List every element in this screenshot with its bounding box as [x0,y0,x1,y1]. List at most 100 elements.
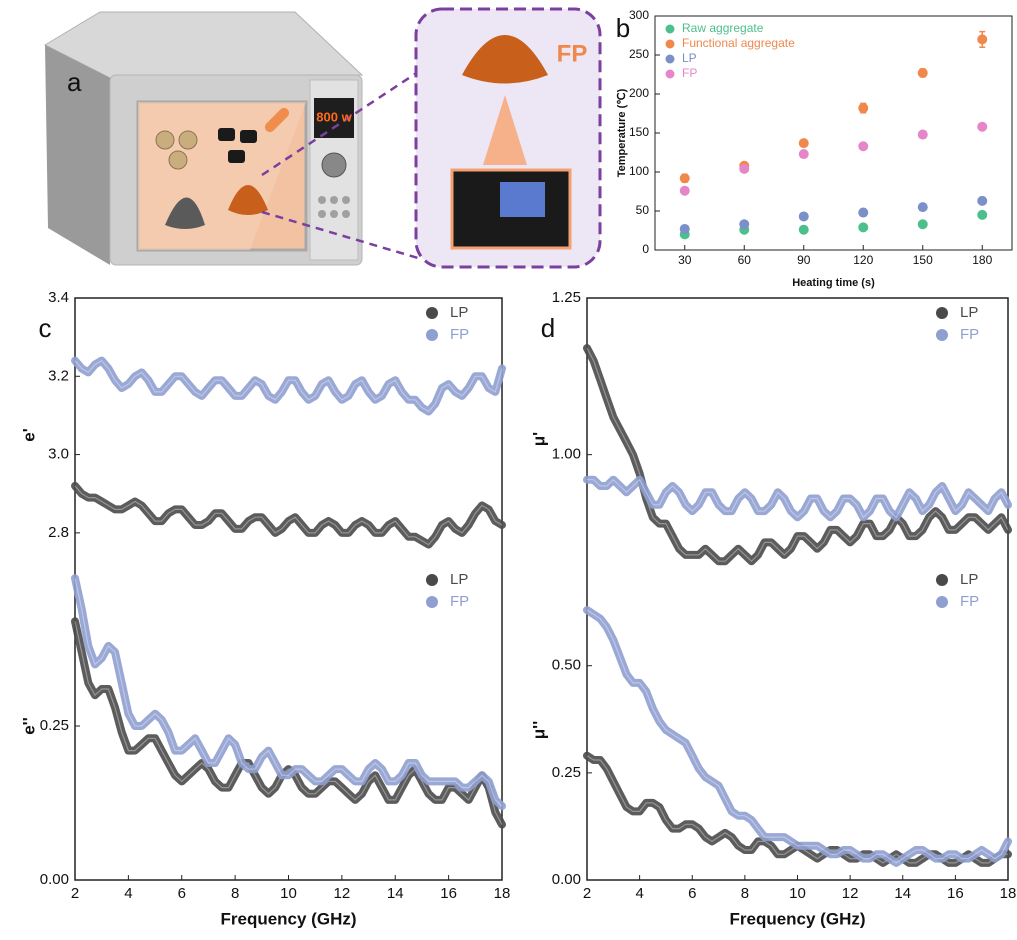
data-point [977,122,987,132]
data-point [858,103,868,113]
x-tick-label: 18 [494,885,511,902]
legend-marker [426,574,438,586]
legend-label: Functional aggregate [682,36,795,50]
legend-label: LP [960,304,978,321]
data-point [977,34,987,44]
x-tick-label: 180 [972,253,992,267]
x-tick-label: 8 [741,885,749,902]
y-tick-label: 0.00 [552,871,581,888]
data-point [977,210,987,220]
legend-marker [666,55,675,64]
legend-label: LP [450,304,468,321]
y-tick-label: 200 [629,86,649,100]
y-tick-label: 3.2 [48,367,69,384]
legend-label: FP [450,326,469,343]
camera-screen [500,182,545,217]
y-tick-label: 3.0 [48,446,69,463]
figure: a 800 w FP b0501001502002503003060901201… [0,0,1017,940]
y-axis-label: μ' [529,432,548,446]
x-tick-label: 18 [1000,885,1017,902]
y-axis-label: e' [19,428,38,442]
legend-marker [936,574,948,586]
x-axis-label: Frequency (GHz) [220,909,356,928]
y-tick-label: 250 [629,47,649,61]
x-tick-label: 30 [678,253,692,267]
data-point [858,208,868,218]
data-line [587,610,1008,863]
x-tick-label: 90 [797,253,811,267]
data-point [799,225,809,235]
y-tick-label: 0.00 [40,871,69,888]
legend-label: Raw aggregate [682,21,764,35]
plot-frame [587,298,1008,880]
product-label: FP [557,40,588,67]
y-axis-label: μ'' [529,721,548,740]
plot-frame [655,16,1012,250]
x-tick-label: 6 [178,885,186,902]
x-tick-label: 16 [440,885,457,902]
data-line-core [587,610,1008,863]
knob [322,153,346,177]
y-tick-label: 0.25 [552,764,581,781]
data-line [75,361,502,412]
data-line [75,578,502,806]
y-tick-label: 0.50 [552,657,581,674]
data-point [680,173,690,183]
legend-marker [936,307,948,319]
y-tick-label: 0.25 [40,717,69,734]
x-tick-label: 10 [789,885,806,902]
x-tick-label: 120 [853,253,873,267]
legend-label: FP [450,593,469,610]
data-line [587,348,1008,561]
panel-label: a [67,67,82,97]
data-point [918,219,928,229]
legend-marker [426,596,438,608]
x-tick-label: 12 [334,885,351,902]
data-point [918,68,928,78]
legend-marker [666,40,675,49]
data-point [799,138,809,148]
x-tick-label: 4 [635,885,643,902]
legend-marker [426,329,438,341]
x-tick-label: 4 [124,885,132,902]
y-tick-label: 3.4 [48,289,69,306]
microwave-illustration: a 800 w FP [45,9,600,267]
data-point [680,224,690,234]
x-axis-label: Heating time (s) [792,277,875,289]
x-tick-label: 150 [913,253,933,267]
y-tick-label: 1.00 [552,446,581,463]
legend-label: FP [960,326,979,343]
x-tick-label: 6 [688,885,696,902]
x-axis-label: Frequency (GHz) [729,909,865,928]
data-point [977,196,987,206]
x-tick-label: 14 [387,885,404,902]
y-tick-label: 50 [636,203,650,217]
x-tick-label: 60 [738,253,752,267]
data-point [680,186,690,196]
legend-marker [666,70,675,79]
oven-top [45,12,362,78]
data-point [799,211,809,221]
data-point [918,202,928,212]
x-tick-label: 2 [71,885,79,902]
data-line [75,486,502,545]
y-tick-label: 100 [629,164,649,178]
data-point [799,149,809,159]
legend-marker [936,596,948,608]
panel-label: c [39,313,52,343]
x-tick-label: 16 [947,885,964,902]
legend-marker [936,329,948,341]
data-point [858,141,868,151]
y-tick-label: 150 [629,125,649,139]
x-tick-label: 12 [842,885,859,902]
legend-label: FP [682,66,697,80]
legend-label: LP [682,51,697,65]
x-tick-label: 8 [231,885,239,902]
x-tick-label: 10 [280,885,297,902]
y-axis-label: e'' [19,717,38,735]
y-tick-label: 2.8 [48,524,69,541]
legend-marker [666,25,675,34]
legend-label: LP [450,571,468,588]
data-point [858,222,868,232]
y-tick-label: 1.25 [552,289,581,306]
